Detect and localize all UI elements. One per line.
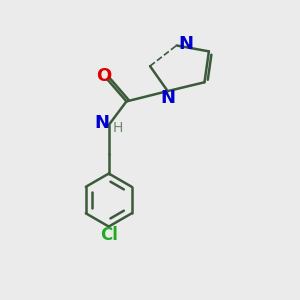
Text: O: O	[96, 67, 111, 85]
Text: N: N	[160, 88, 175, 106]
Text: Cl: Cl	[100, 226, 118, 244]
Text: N: N	[95, 115, 110, 133]
Text: H: H	[113, 121, 123, 135]
Text: N: N	[178, 35, 194, 53]
